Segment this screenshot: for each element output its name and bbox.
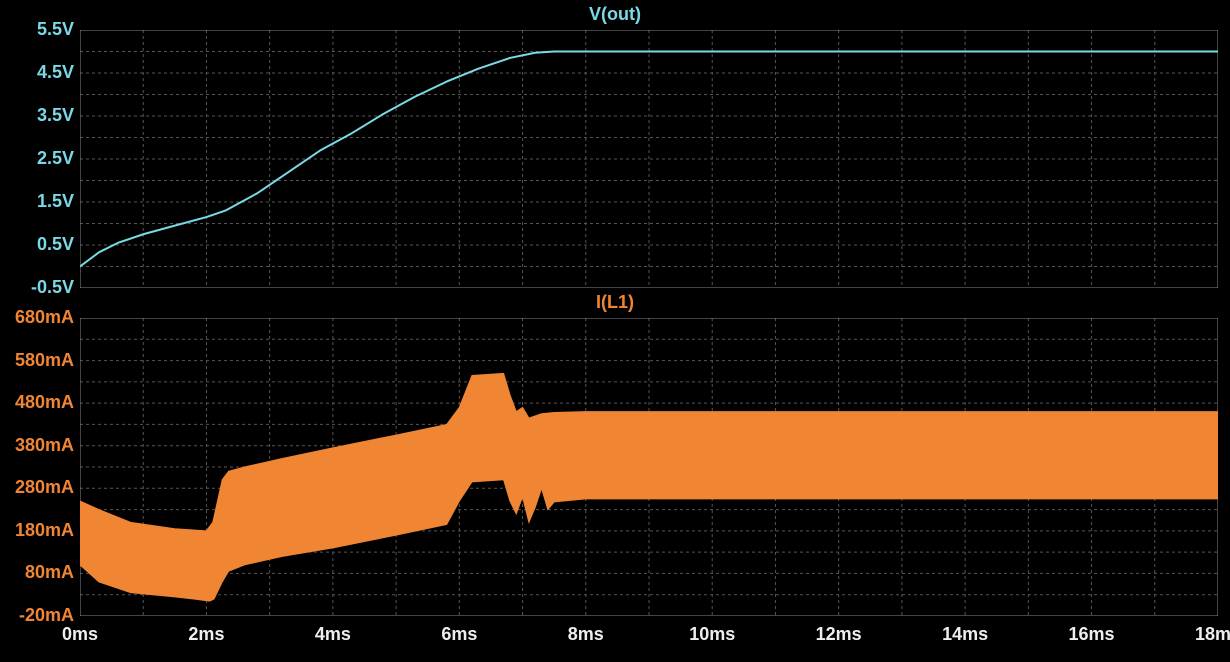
- xaxis-label: 2ms: [166, 624, 246, 645]
- chart1-ylabel: 3.5V: [0, 105, 74, 126]
- xaxis-label: 14ms: [925, 624, 1005, 645]
- chart1-ylabel: 4.5V: [0, 62, 74, 83]
- chart2-title: I(L1): [0, 292, 1230, 313]
- chart2-ylabel: 180mA: [0, 520, 74, 541]
- chart1-ylabel: 0.5V: [0, 234, 74, 255]
- chart1-title: V(out): [0, 4, 1230, 25]
- chart2-ylabel: 80mA: [0, 562, 74, 583]
- xaxis-label: 0ms: [40, 624, 120, 645]
- chart1-ylabel: 5.5V: [0, 19, 74, 40]
- xaxis-label: 10ms: [672, 624, 752, 645]
- chart2-ylabel: 380mA: [0, 435, 74, 456]
- chart2-plot: [80, 318, 1218, 616]
- xaxis-label: 8ms: [546, 624, 626, 645]
- chart1-ylabel: 1.5V: [0, 191, 74, 212]
- chart2-ylabel: 480mA: [0, 392, 74, 413]
- xaxis-label: 12ms: [799, 624, 879, 645]
- chart1-plot: [80, 30, 1218, 288]
- xaxis-label: 4ms: [293, 624, 373, 645]
- chart1-ylabel: -0.5V: [0, 277, 74, 298]
- chart1-ylabel: 2.5V: [0, 148, 74, 169]
- chart2-ylabel: 680mA: [0, 307, 74, 328]
- xaxis-label: 18ms: [1178, 624, 1230, 645]
- xaxis-label: 6ms: [419, 624, 499, 645]
- xaxis-label: 16ms: [1052, 624, 1132, 645]
- chart2-ylabel: 280mA: [0, 477, 74, 498]
- chart2-ylabel: 580mA: [0, 350, 74, 371]
- chart2-ylabel: -20mA: [0, 605, 74, 626]
